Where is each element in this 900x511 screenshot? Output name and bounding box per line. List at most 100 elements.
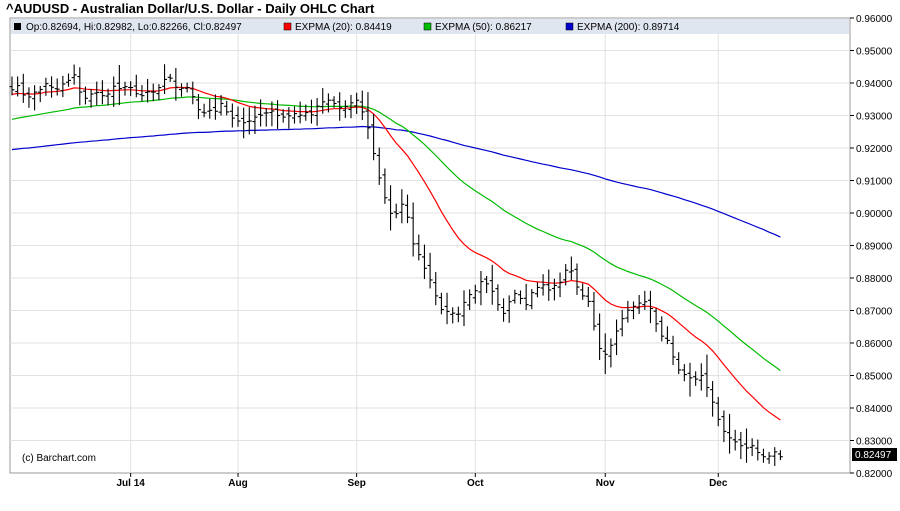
ohlc-bar xyxy=(212,94,218,120)
legend-ema200: EXPMA (200): 0.89714 xyxy=(577,22,680,33)
ohlc-bar xyxy=(94,81,100,106)
ema50-line xyxy=(11,96,781,372)
x-axis-ticks: Jul 14 Aug Sep Oct Nov Dec xyxy=(116,473,728,489)
ohlc-bar xyxy=(766,451,772,464)
ohlc-bar xyxy=(738,431,744,460)
ohlc-bar xyxy=(540,274,546,296)
ohlc-bar xyxy=(82,86,88,105)
legend-ema20: EXPMA (20): 0.84419 xyxy=(295,22,392,33)
ohlc-bar xyxy=(331,96,337,108)
ohlc-bar xyxy=(280,109,286,123)
ohlc-bar xyxy=(71,64,77,85)
ohlc-bar xyxy=(303,104,309,121)
ema200-line xyxy=(11,125,781,238)
ohlc-bar xyxy=(529,288,535,310)
x-tick-label: Jul 14 xyxy=(116,478,145,489)
ohlc-bar xyxy=(574,263,580,295)
ohlc-bar xyxy=(523,283,529,311)
ohlc-bar xyxy=(235,106,241,127)
ohlc-bar xyxy=(546,269,552,301)
ohlc-bar xyxy=(60,75,66,98)
ohlc-bar xyxy=(167,73,173,82)
ohlc-bar xyxy=(388,185,394,231)
ohlc-bar xyxy=(218,95,224,116)
ohlc-bar xyxy=(393,203,399,219)
ohlc-bar xyxy=(518,290,523,305)
ohlc-bar xyxy=(66,73,71,87)
ohlc-bar xyxy=(275,100,281,129)
ohlc-bar xyxy=(681,364,687,382)
ohlc-bar xyxy=(777,450,783,461)
ohlc-bar xyxy=(20,73,26,103)
ohlc-bar xyxy=(241,107,247,139)
ohlc-bar xyxy=(687,362,693,397)
ohlc-bar xyxy=(455,306,461,323)
ema200-series xyxy=(11,125,781,238)
ohlc-bar xyxy=(580,283,586,300)
ema20-line xyxy=(11,86,781,421)
ohlc-bar xyxy=(9,76,15,96)
ohlc-bar xyxy=(478,270,484,306)
legend-swatch-ema20 xyxy=(283,22,292,31)
ohlc-bar xyxy=(495,284,501,311)
ohlc-bar xyxy=(472,284,478,304)
ohlc-bar xyxy=(179,83,184,97)
ohlc-bar xyxy=(760,448,766,463)
ohlc-bar xyxy=(77,67,83,106)
ohlc-bar xyxy=(732,429,738,451)
y-tick-label: 0.91000 xyxy=(856,177,893,188)
y-tick-label: 0.90000 xyxy=(856,209,893,220)
ohlc-bar xyxy=(642,290,648,310)
y-tick-label: 0.96000 xyxy=(856,14,893,25)
ohlc-bar xyxy=(111,76,117,107)
ohlc-bar xyxy=(297,101,303,124)
ohlc-bar xyxy=(461,290,467,327)
ohlc-bar xyxy=(207,98,213,119)
ohlc-bar xyxy=(427,252,433,289)
chart-title: ^AUDUSD - Australian Dollar/U.S. Dollar … xyxy=(6,1,375,16)
ohlc-bar xyxy=(116,65,122,106)
ohlc-bar xyxy=(258,99,264,127)
ohlc-bar xyxy=(489,264,495,305)
ohlc-bar xyxy=(348,94,354,119)
ohlc-bar xyxy=(438,292,444,315)
ohlc-bar xyxy=(173,67,179,101)
ohlc-bar xyxy=(184,82,190,93)
ohlc-bar xyxy=(614,319,620,356)
ohlc-bar xyxy=(145,78,151,103)
ohlc-bar xyxy=(715,396,721,427)
ohlc-bar xyxy=(337,92,343,121)
ema50-series xyxy=(11,96,781,372)
ohlc-bar xyxy=(195,94,201,120)
ohlc-bar xyxy=(433,271,439,306)
legend-ema50: EXPMA (50): 0.86217 xyxy=(435,22,532,33)
ohlc-bar xyxy=(269,101,275,127)
ohlc-bar xyxy=(506,295,512,323)
ema20-series xyxy=(11,86,781,421)
ohlc-bar xyxy=(314,98,320,126)
ohlc-bar xyxy=(721,410,727,443)
ohlc-bar xyxy=(26,87,32,108)
ohlc-bar xyxy=(749,438,755,456)
ohlc-bar xyxy=(320,88,326,114)
ohlc-bar xyxy=(625,300,631,323)
ohlc-bar xyxy=(704,354,710,398)
ohlc-bar xyxy=(252,105,258,134)
ohlc-bar xyxy=(263,108,269,127)
ohlc-bar xyxy=(365,92,371,140)
legend-swatch-ohlc xyxy=(14,23,21,30)
ohlc-bar xyxy=(557,272,563,298)
ohlc-bar xyxy=(444,292,450,325)
ohlc-bar xyxy=(376,147,382,185)
ohlc-bar xyxy=(710,381,716,417)
ohlc-bar xyxy=(128,81,134,97)
ohlc-bar xyxy=(405,194,410,224)
ohlc-bar xyxy=(512,289,518,304)
ohlc-bar xyxy=(156,84,162,101)
ohlc-bar xyxy=(501,298,507,322)
legend-ohlc: Op:0.82694, Hi:0.82982, Lo:0.82266, Cl:0… xyxy=(26,22,242,33)
ohlc-bar xyxy=(534,282,540,298)
last-price-box xyxy=(852,448,897,461)
ohlc-bar xyxy=(308,99,314,124)
x-tick-label: Dec xyxy=(709,478,728,489)
